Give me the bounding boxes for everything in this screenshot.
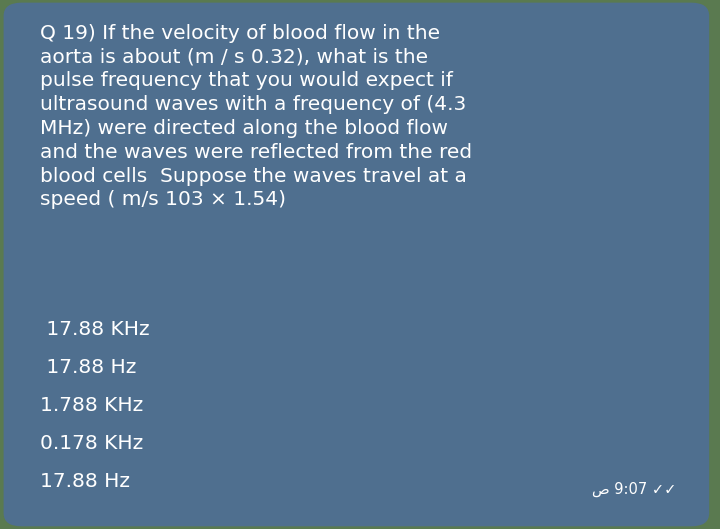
Text: 1.788 KHz: 1.788 KHz [40,396,143,415]
Text: ص 9:07 ✓✓: ص 9:07 ✓✓ [593,482,677,497]
Text: 17.88 KHz: 17.88 KHz [40,320,149,339]
Text: 0.178 KHz: 0.178 KHz [40,434,143,453]
Text: 17.88 Hz: 17.88 Hz [40,472,130,491]
FancyBboxPatch shape [4,3,709,526]
Text: 17.88 Hz: 17.88 Hz [40,358,136,377]
Text: Q 19) If the velocity of blood flow in the
aorta is about (m / s 0.32), what is : Q 19) If the velocity of blood flow in t… [40,24,472,209]
